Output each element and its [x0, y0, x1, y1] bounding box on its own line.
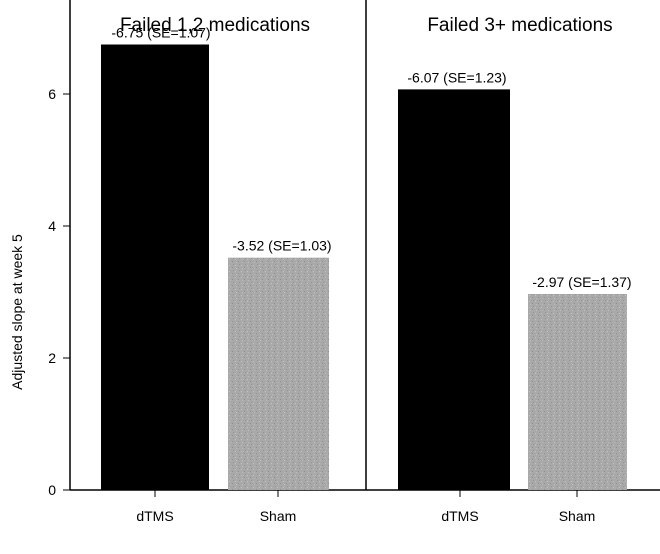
category-label-dtms: dTMS: [136, 508, 173, 524]
y-ticks: 0 2 4 6: [48, 86, 70, 498]
bar-dtms: [398, 89, 510, 490]
y-axis-label: Adjusted slope at week 5: [9, 234, 25, 390]
bar-value-label: -6.75 (SE=1.07): [111, 25, 210, 41]
category-label-sham: Sham: [260, 508, 297, 524]
panel-failed-1-2: Failed 1,2 medications -6.75 (SE=1.07) -…: [101, 15, 332, 524]
category-label-sham: Sham: [559, 508, 596, 524]
bar-sham: [528, 293, 627, 490]
bar-value-label: -6.07 (SE=1.23): [407, 69, 506, 85]
category-label-dtms: dTMS: [441, 508, 478, 524]
panel-failed-3-plus: Failed 3+ medications -6.07 (SE=1.23) -2…: [398, 15, 632, 524]
panel-title: Failed 1,2 medications: [120, 15, 310, 36]
bar-sham: [228, 257, 329, 490]
panel-title: Failed 3+ medications: [427, 15, 612, 36]
y-tick-label: 2: [48, 350, 56, 366]
y-tick-label: 4: [48, 218, 56, 234]
bar-value-label: -3.52 (SE=1.03): [232, 238, 331, 254]
bar-value-label: -2.97 (SE=1.37): [532, 274, 631, 290]
y-tick-label: 0: [48, 482, 56, 498]
bar-dtms: [101, 44, 209, 490]
y-tick-label: 6: [48, 86, 56, 102]
